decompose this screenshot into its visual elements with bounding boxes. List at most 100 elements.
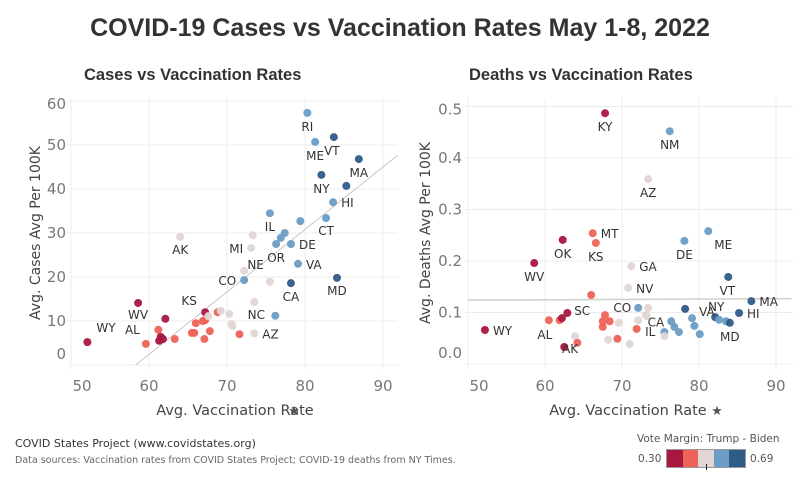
data-point[interactable] (674, 328, 683, 337)
data-point[interactable] (204, 312, 213, 321)
data-point[interactable]: MA (747, 297, 756, 306)
data-point[interactable] (634, 316, 643, 325)
data-point[interactable]: VT (724, 272, 733, 281)
data-point[interactable] (191, 319, 200, 328)
data-point[interactable]: VT (329, 133, 338, 142)
data-point[interactable]: MT (588, 229, 597, 238)
data-point[interactable]: NC (250, 298, 259, 307)
point-label: VA (699, 305, 715, 319)
data-point[interactable] (601, 311, 610, 320)
data-point[interactable] (573, 338, 582, 347)
data-point[interactable]: NM (665, 127, 674, 136)
data-point[interactable] (216, 306, 225, 315)
data-point[interactable] (557, 314, 566, 323)
data-point[interactable] (271, 311, 280, 320)
data-point[interactable] (248, 231, 257, 240)
data-point[interactable] (604, 335, 613, 344)
data-point[interactable]: MD (332, 273, 341, 282)
point-label: MI (229, 242, 243, 256)
data-point[interactable] (660, 332, 669, 341)
legend-swatch[interactable] (667, 450, 683, 467)
data-point[interactable] (563, 309, 572, 318)
data-point[interactable] (228, 321, 237, 330)
data-point[interactable] (642, 312, 651, 321)
data-point[interactable]: DE (680, 236, 689, 245)
data-point[interactable]: NY (317, 170, 326, 179)
legend-swatch[interactable] (682, 450, 699, 467)
data-point[interactable]: OK (558, 235, 567, 244)
data-point[interactable]: HI (735, 309, 744, 318)
data-point[interactable]: OR (272, 240, 281, 248)
data-point[interactable]: MI (247, 243, 256, 252)
data-point[interactable]: DE (286, 240, 295, 248)
data-point[interactable]: CO (240, 276, 249, 285)
color-legend[interactable] (666, 449, 746, 468)
data-point[interactable] (670, 322, 679, 331)
data-point[interactable]: ME (704, 227, 713, 236)
data-point[interactable]: CA (286, 279, 295, 288)
data-point[interactable]: VA (688, 314, 697, 323)
data-point[interactable] (154, 325, 163, 334)
pin-icon[interactable]: ★ (711, 404, 723, 419)
data-point[interactable] (205, 327, 214, 336)
data-point[interactable] (605, 317, 614, 326)
data-point[interactable] (200, 335, 209, 344)
data-point[interactable]: KY (601, 109, 610, 118)
legend-swatch[interactable] (698, 450, 714, 467)
data-point[interactable]: NV (624, 283, 633, 292)
data-point[interactable]: AL (544, 316, 553, 325)
data-point[interactable] (715, 315, 724, 324)
data-point[interactable] (632, 324, 641, 333)
data-point[interactable]: NE (265, 277, 274, 286)
legend-swatch[interactable] (713, 450, 730, 467)
pin-icon[interactable]: ★ (288, 404, 300, 419)
y-tick-label: 0.4 (438, 149, 462, 167)
y-tick-label: 0 (56, 345, 66, 363)
data-point[interactable] (598, 317, 607, 326)
data-point[interactable]: SC (587, 290, 596, 299)
data-point[interactable] (240, 266, 249, 275)
data-point[interactable] (235, 330, 244, 339)
data-point[interactable] (342, 181, 351, 190)
data-point[interactable]: IL (265, 209, 274, 218)
data-point[interactable]: AK (176, 232, 185, 241)
data-point[interactable]: RI (303, 108, 312, 117)
data-point[interactable]: WY (480, 326, 489, 335)
data-point[interactable]: WV (134, 298, 143, 307)
data-point[interactable]: AZ (644, 175, 653, 184)
legend-swatch[interactable] (729, 450, 745, 467)
point-label: RI (301, 120, 313, 134)
data-point[interactable] (159, 335, 168, 344)
data-point[interactable] (560, 343, 569, 352)
data-point[interactable]: VA (293, 259, 302, 268)
data-point[interactable] (613, 334, 622, 343)
data-point[interactable] (161, 314, 170, 323)
data-point[interactable] (695, 330, 704, 339)
data-point[interactable] (690, 321, 699, 330)
data-point[interactable]: WV (530, 259, 539, 268)
data-point[interactable] (280, 229, 289, 237)
data-point[interactable] (625, 339, 634, 348)
data-point[interactable]: CO (634, 303, 643, 312)
data-point[interactable]: HI (329, 198, 338, 207)
data-point[interactable]: GA (627, 262, 636, 271)
data-point[interactable]: AK (571, 332, 580, 341)
data-point[interactable]: MA (354, 155, 363, 164)
data-point[interactable]: CT (322, 214, 331, 223)
y-tick-label: 0.1 (438, 304, 462, 322)
data-point[interactable]: MD (725, 318, 734, 327)
data-point[interactable]: ME (311, 137, 320, 146)
data-point[interactable] (225, 309, 234, 318)
data-point[interactable]: AZ (250, 329, 259, 338)
data-point[interactable]: KS (591, 238, 600, 247)
data-point[interactable] (190, 328, 199, 337)
data-point[interactable]: AL (141, 339, 150, 348)
data-point[interactable] (598, 322, 607, 331)
data-point[interactable] (296, 217, 305, 226)
data-point[interactable] (644, 303, 653, 312)
data-point[interactable] (614, 318, 623, 327)
data-point[interactable] (681, 304, 690, 313)
point-label: GA (639, 260, 657, 274)
data-point[interactable]: WY (83, 338, 92, 347)
data-point[interactable] (170, 335, 179, 344)
